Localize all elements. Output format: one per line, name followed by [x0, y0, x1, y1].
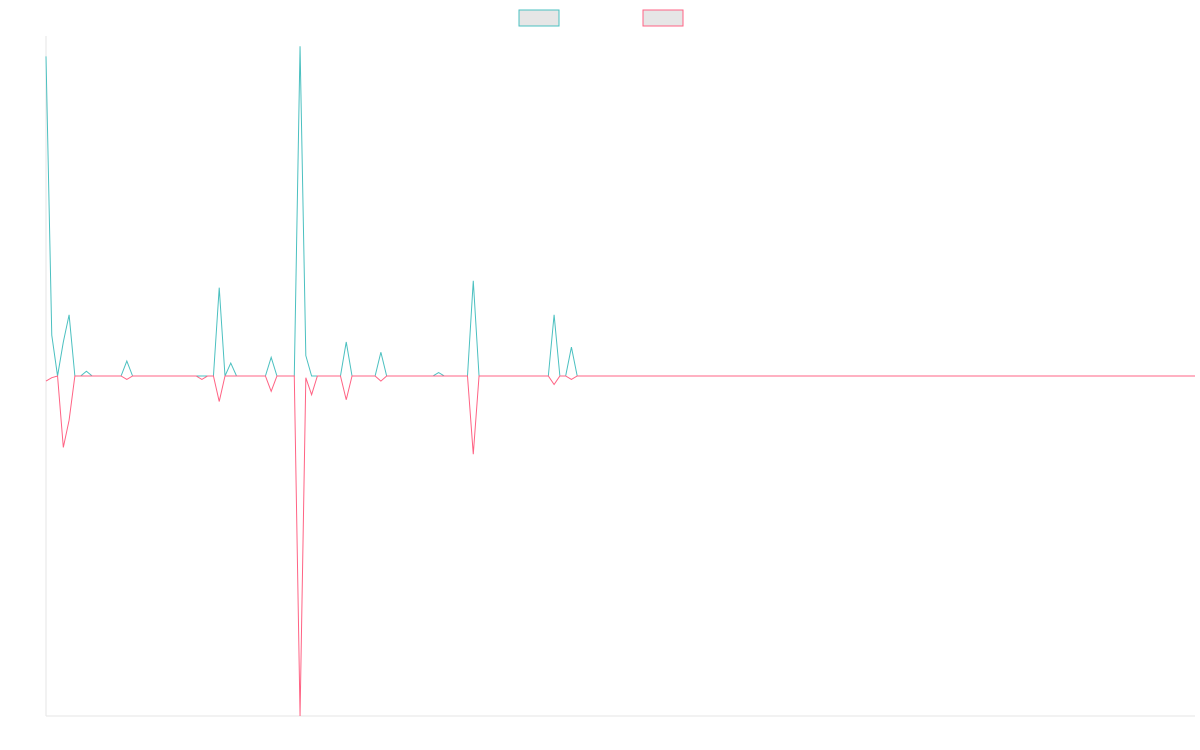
series-line-2	[45, 375, 1195, 717]
series-line-1	[45, 46, 1195, 377]
legend[interactable]	[518, 9, 684, 27]
series-layer	[45, 46, 1195, 717]
legend-swatch-series-1[interactable]	[518, 9, 560, 27]
legend-swatch-series-2[interactable]	[642, 9, 684, 27]
